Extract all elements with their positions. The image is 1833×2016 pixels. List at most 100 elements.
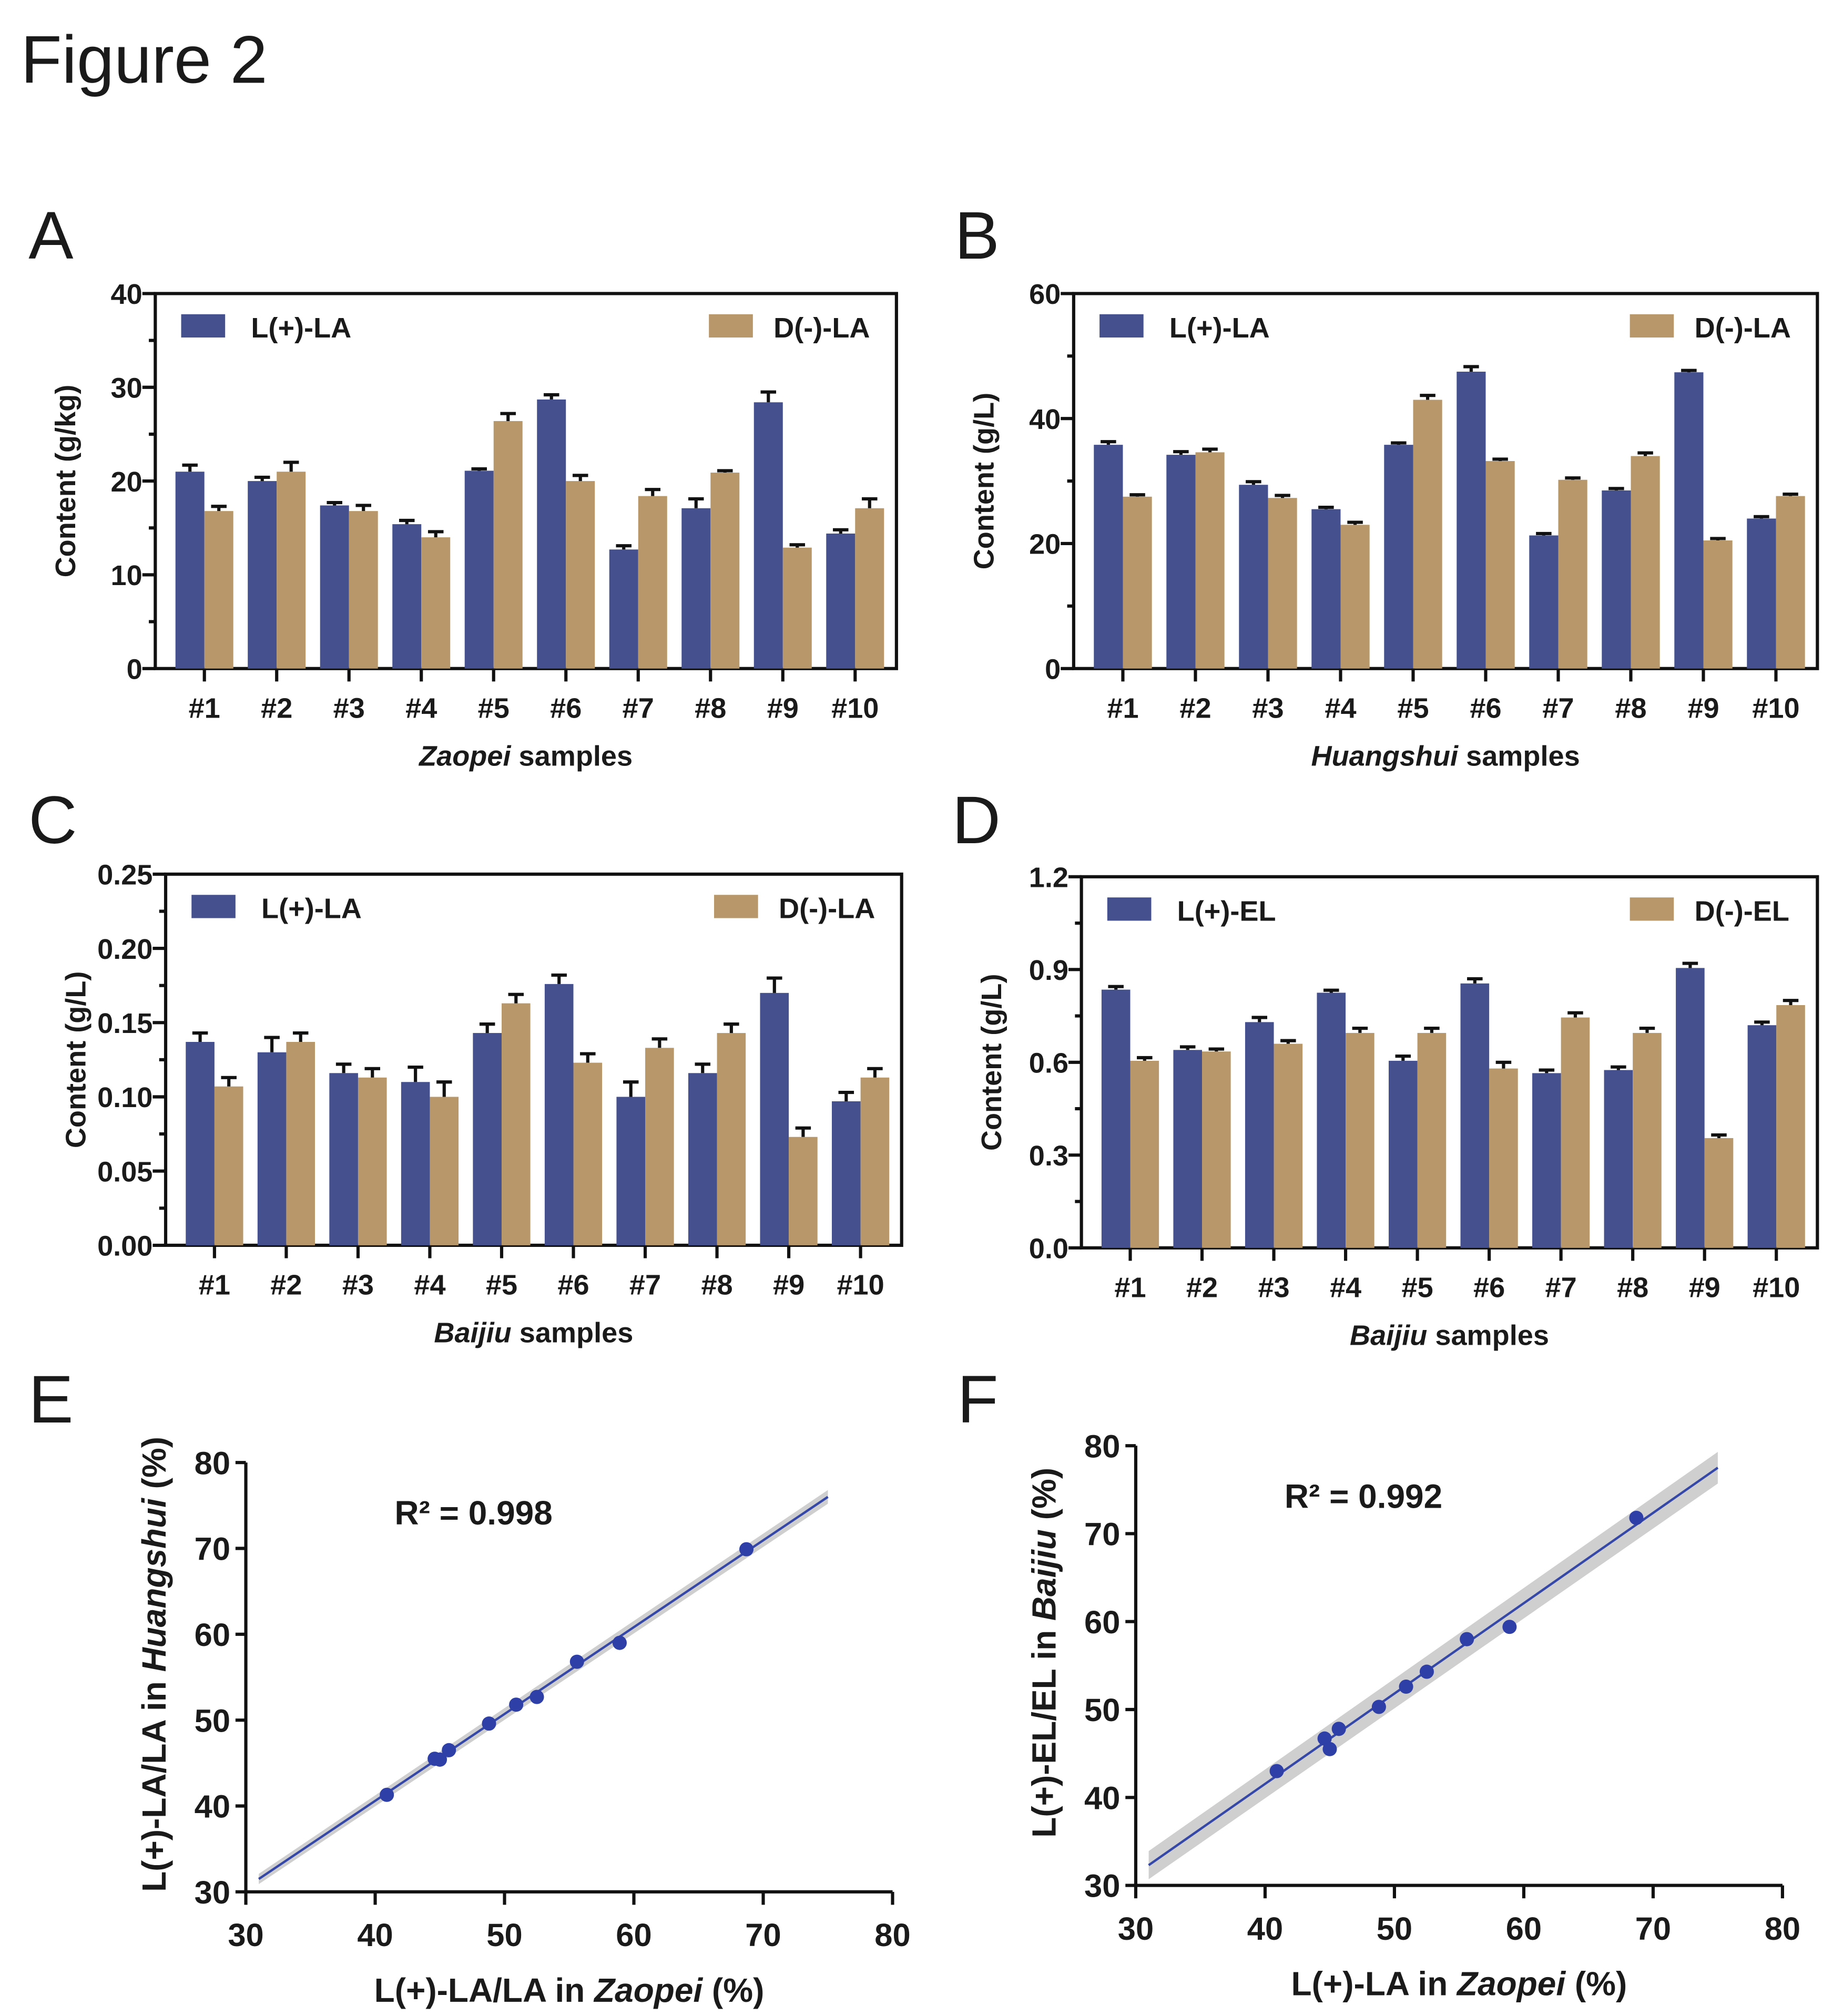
error-bar [1137, 1056, 1153, 1061]
error-bar [838, 1090, 854, 1101]
legend-swatch-d [1630, 314, 1674, 338]
bar-d-9 [782, 547, 812, 669]
bar-d-10 [1776, 496, 1805, 669]
bar-d-7 [638, 496, 667, 669]
bar-d-2 [1202, 1051, 1231, 1248]
x-axis-label-rest: samples [1458, 740, 1580, 772]
error-bar [211, 505, 227, 511]
x-axis-label-italic: Huangshui [1311, 740, 1459, 772]
error-bar [717, 469, 733, 473]
bar-l-7 [616, 1097, 646, 1245]
x-tick-label: #6 [550, 692, 582, 724]
bar-l-5 [1388, 1060, 1418, 1248]
x-axis-label: Huangshui samples [1311, 740, 1580, 772]
error-bar [254, 475, 270, 482]
x-tick-label: #3 [333, 692, 365, 724]
data-point-1 [1269, 1764, 1284, 1778]
error-bar [1280, 1039, 1296, 1044]
bar-l-10 [1747, 518, 1776, 669]
error-bar [1208, 1047, 1225, 1052]
error-bar [1565, 476, 1581, 480]
y-tick-label: 0 [127, 653, 142, 685]
error-bar [1754, 515, 1769, 519]
bar-l-6 [1460, 983, 1490, 1248]
bar-d-7 [1561, 1017, 1590, 1248]
panel-label: B [955, 198, 1000, 273]
error-bar [192, 1031, 208, 1042]
x-tick-label: #2 [1186, 1272, 1218, 1303]
bar-d-4 [430, 1097, 459, 1245]
error-bar [283, 460, 299, 472]
x-tick-label: 80 [1765, 1911, 1800, 1947]
x-tick-label: 60 [1506, 1911, 1542, 1947]
bar-l-1 [1094, 445, 1123, 669]
bar-d-4 [1346, 1032, 1374, 1248]
y-tick-label: 40 [195, 1789, 230, 1825]
error-bar [1711, 1133, 1727, 1138]
error-bar [1463, 365, 1479, 372]
x-tick-label: #10 [1753, 1272, 1800, 1303]
x-tick-label: #5 [1402, 1272, 1433, 1303]
data-point-4 [442, 1743, 456, 1757]
x-tick-label: #9 [1689, 1272, 1720, 1303]
bar-l-3 [320, 505, 349, 669]
error-bar [364, 1067, 380, 1078]
bar-l-3 [1245, 1022, 1274, 1248]
bar-d-8 [1633, 1032, 1662, 1248]
x-tick-label: 60 [616, 1917, 651, 1953]
error-bar [1318, 505, 1334, 509]
x-tick-label: #9 [1687, 692, 1719, 724]
y-tick-label: 60 [195, 1617, 230, 1653]
data-point-6 [509, 1697, 524, 1712]
error-bar [355, 504, 371, 511]
bar-d-5 [493, 421, 523, 669]
x-tick-label: #3 [342, 1269, 374, 1301]
y-tick-label: 0.6 [1029, 1047, 1068, 1079]
bar-d-10 [1776, 1005, 1805, 1248]
x-axis-label-italic: Zaopei [418, 740, 511, 772]
x-tick-label: #9 [767, 692, 799, 724]
error-bar [1681, 369, 1697, 373]
bar-l-8 [1604, 1070, 1633, 1248]
bar-l-2 [1173, 1050, 1203, 1248]
bar-l-4 [1317, 992, 1346, 1248]
error-bar [1637, 451, 1653, 456]
error-bar [572, 474, 588, 482]
y-tick-label: 60 [1084, 1604, 1120, 1641]
data-point-4 [1331, 1722, 1346, 1736]
data-point-5 [482, 1716, 496, 1731]
panel-f: F 30 40 50 60 70 80 30 40 50 60 70 80 R² = 0.992 L(+)-… [957, 1362, 1800, 2003]
error-bar [580, 1052, 596, 1063]
legend-label-d: D(-)-LA [1695, 312, 1791, 344]
error-bar [760, 390, 777, 403]
error-bar [479, 1022, 495, 1033]
bar-d-8 [710, 473, 740, 669]
bar-d-6 [1489, 1068, 1518, 1248]
y-tick-label: 60 [1029, 279, 1061, 310]
data-point-9 [612, 1635, 627, 1650]
error-bar [1492, 457, 1508, 462]
error-bar [1639, 1027, 1655, 1033]
panel-a: A #1 #2 #3 #4 #5 #6 #7 #8 #9 #10 0 10 20 30 40 L(+)-LA D(… [28, 198, 898, 772]
bar-l-7 [609, 549, 638, 669]
panel-e: E 30 40 50 60 70 80 30 40 50 60 70 80 R² = 0.998 L(+)-… [28, 1362, 910, 2009]
legend-label-d: D(-)-LA [779, 893, 875, 925]
panel-label: F [957, 1362, 998, 1437]
x-axis-label-italic: Baijiu [434, 1317, 511, 1348]
x-tick-label: 80 [874, 1917, 910, 1953]
bar-l-7 [1529, 535, 1559, 669]
error-bar [1108, 985, 1124, 990]
bar-l-5 [464, 470, 494, 669]
y-tick-label: 20 [111, 466, 142, 498]
y-tick-label: 0.25 [97, 859, 152, 891]
bar-l-10 [826, 533, 856, 669]
error-bar [182, 463, 198, 472]
bar-d-1 [1130, 1060, 1159, 1248]
bar-l-9 [1674, 372, 1704, 669]
bar-d-3 [1274, 1043, 1303, 1248]
bar-l-4 [1311, 509, 1341, 669]
legend-swatch-d [714, 895, 758, 918]
bar-l-2 [1166, 455, 1196, 669]
error-bar [543, 393, 559, 400]
data-point-9 [1502, 1620, 1517, 1634]
